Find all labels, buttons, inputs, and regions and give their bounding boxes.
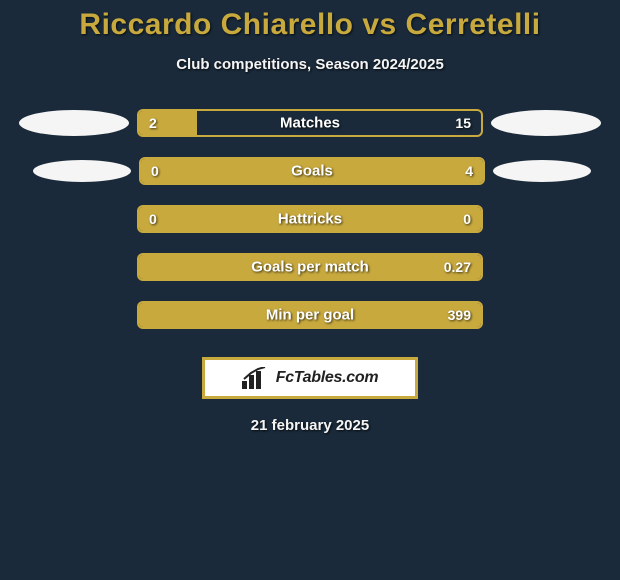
player-right-ellipse [493,160,591,182]
stat-label: Matches [280,115,340,132]
stat-value-left: 0 [151,163,159,179]
chart-icon [242,367,268,389]
stat-label: Min per goal [266,307,354,324]
date: 21 february 2025 [0,417,620,434]
credit-badge: FcTables.com [202,357,418,399]
stat-value-right: 399 [448,307,471,323]
stat-value-right: 15 [455,115,471,131]
stat-row: Min per goal 399 [0,301,620,329]
subtitle: Club competitions, Season 2024/2025 [0,56,620,73]
stat-row: 0 Hattricks 0 [0,205,620,233]
stat-label: Goals per match [251,259,369,276]
stat-value-right: 4 [465,163,473,179]
stat-bar: Goals per match 0.27 [137,253,483,281]
bar-fill-left [139,111,197,135]
stat-value-right: 0.27 [444,259,471,275]
stat-value-left: 2 [149,115,157,131]
player-right-ellipse [491,110,601,136]
stat-value-right: 0 [463,211,471,227]
stat-label: Hattricks [278,211,342,228]
stat-bar: 0 Hattricks 0 [137,205,483,233]
stat-rows: 2 Matches 15 0 Goals 4 0 Hattricks 0 Goals per ma… [0,109,620,329]
stat-row: 2 Matches 15 [0,109,620,137]
player-left-ellipse [19,110,129,136]
credit-text: FcTables.com [276,369,379,387]
title: Riccardo Chiarello vs Cerretelli [0,8,620,42]
comparison-infographic: Riccardo Chiarello vs Cerretelli Club co… [0,0,620,434]
stat-bar: 2 Matches 15 [137,109,483,137]
stat-row: 0 Goals 4 [0,157,620,185]
stat-label: Goals [291,163,333,180]
stat-row: Goals per match 0.27 [0,253,620,281]
stat-value-left: 0 [149,211,157,227]
player-left-ellipse [33,160,131,182]
stat-bar: 0 Goals 4 [139,157,485,185]
stat-bar: Min per goal 399 [137,301,483,329]
